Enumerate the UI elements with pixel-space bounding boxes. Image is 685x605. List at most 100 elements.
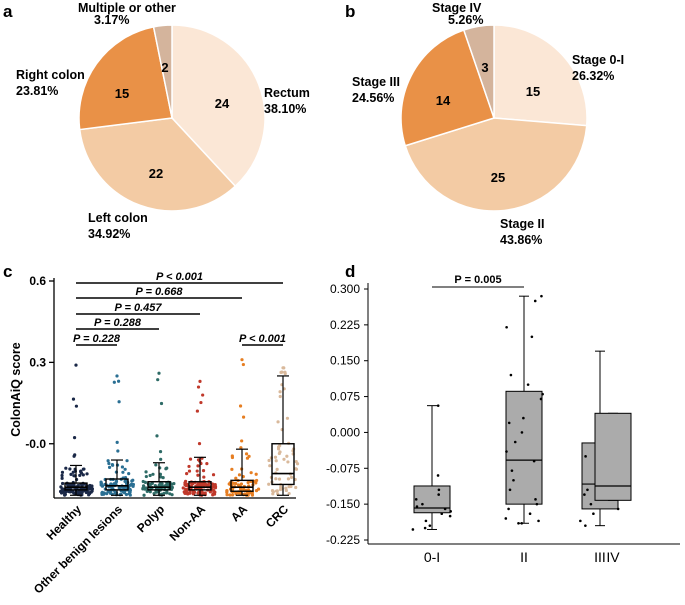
data-point-c xyxy=(208,490,212,494)
data-point-c xyxy=(111,463,115,467)
x-tick-label-d-0: 0-I xyxy=(424,549,440,565)
pie-slice-a-2 xyxy=(78,25,173,131)
max-point-c xyxy=(281,366,285,370)
data-point-c xyxy=(230,493,235,497)
data-point-c xyxy=(275,467,279,471)
outlier-point-c xyxy=(241,415,246,419)
slice-count-b-1: 25 xyxy=(491,170,505,185)
data-point-c xyxy=(267,458,271,463)
data-point-c xyxy=(185,482,189,486)
outlier-point-c xyxy=(238,404,243,408)
box-c-1 xyxy=(105,478,129,491)
data-point-c xyxy=(276,447,281,451)
data-point-c xyxy=(64,466,68,470)
y-tick-label-d: 0.075 xyxy=(330,390,360,404)
max-point-c xyxy=(198,379,202,383)
data-point-c xyxy=(188,491,192,495)
data-point-d xyxy=(526,383,530,386)
data-point-c xyxy=(63,493,67,497)
box-c-4 xyxy=(230,479,254,492)
outlier-point-c xyxy=(155,434,159,438)
data-point-d xyxy=(436,404,440,407)
data-point-d xyxy=(508,488,512,492)
data-point-c xyxy=(197,483,201,487)
data-point-c xyxy=(67,489,71,493)
data-point-c xyxy=(154,490,159,494)
box-d-1 xyxy=(505,390,543,505)
data-point-c xyxy=(202,491,206,496)
data-point-c xyxy=(294,467,298,471)
data-point-c xyxy=(127,472,131,476)
data-point-c xyxy=(107,465,112,469)
outlier-point-c xyxy=(112,380,116,384)
data-point-c xyxy=(274,459,278,463)
data-point-c xyxy=(268,464,272,468)
y-tick-label-d: 0.150 xyxy=(330,354,360,368)
panel-label-d: d xyxy=(345,262,355,281)
outlier-point-c xyxy=(71,397,76,401)
data-point-c xyxy=(172,481,176,486)
data-point-c xyxy=(124,492,129,497)
data-point-d xyxy=(443,507,447,511)
p-value-label-c: P = 0.668 xyxy=(136,286,184,298)
data-point-d xyxy=(411,528,415,531)
pie-slice-a-1 xyxy=(78,117,237,212)
data-point-d xyxy=(592,512,595,516)
outlier-point-c xyxy=(241,362,245,367)
box-d-3 xyxy=(594,412,632,501)
data-point-c xyxy=(228,493,232,497)
y-tick-label-d: -0.150 xyxy=(326,497,360,511)
outlier-point-c xyxy=(283,370,287,374)
data-point-d xyxy=(423,526,427,530)
slice-percent-a-1: 34.92% xyxy=(88,227,130,241)
data-point-c xyxy=(142,493,146,497)
slice-label-a-1: Left colon xyxy=(88,211,148,225)
y-tick-label-d: -0.225 xyxy=(326,533,360,547)
data-point-d xyxy=(414,498,418,501)
slice-label-a-3: Multiple or other xyxy=(78,1,176,15)
data-point-d xyxy=(510,469,514,472)
slice-percent-b-3: 5.26% xyxy=(448,13,483,27)
y-tick-label-d: -0.075 xyxy=(326,461,360,475)
y-tick-label-c: -0.0 xyxy=(25,437,46,451)
data-point-d xyxy=(532,459,536,463)
data-point-c xyxy=(271,492,275,496)
x-tick-label-d-2: III xyxy=(594,549,606,565)
data-point-c xyxy=(106,459,110,463)
data-point-c xyxy=(225,493,229,497)
data-point-d xyxy=(507,507,510,511)
y-tick-label-c: 0.3 xyxy=(29,355,46,369)
y-tick-label-d: 0.000 xyxy=(330,425,360,439)
data-point-c xyxy=(60,487,64,491)
outlier-point-c xyxy=(195,409,199,413)
max-point-c xyxy=(115,374,119,378)
panel-label-c: c xyxy=(3,262,12,281)
outlier-point-c xyxy=(199,400,203,405)
data-point-c xyxy=(254,481,258,485)
data-point-c xyxy=(123,467,127,471)
slice-percent-a-0: 38.10% xyxy=(264,102,306,116)
data-point-c xyxy=(99,480,103,484)
data-point-c xyxy=(294,459,298,464)
box-plot-d: 0.300 0.225 0.150 0.075 0.000 -0.075 -0.150 -0.… xyxy=(326,274,680,565)
data-point-d xyxy=(584,455,587,458)
data-point-d xyxy=(504,517,508,520)
data-point-c xyxy=(128,488,132,492)
data-point-c xyxy=(79,470,83,474)
data-point-c xyxy=(131,482,136,487)
data-point-d xyxy=(540,294,543,298)
data-point-c xyxy=(205,461,209,466)
data-point-d xyxy=(509,373,513,377)
data-point-d xyxy=(449,510,452,513)
data-point-c xyxy=(274,489,279,493)
p-value-label-c: P < 0.001 xyxy=(239,333,286,345)
data-point-d xyxy=(440,512,444,516)
data-point-d xyxy=(437,493,440,496)
slice-label-a-2: Right colon xyxy=(16,68,85,82)
data-point-c xyxy=(141,484,146,488)
pie-slice-b-2 xyxy=(400,29,495,147)
data-point-c xyxy=(123,479,127,483)
x-tick-label-c-5: CRC xyxy=(263,502,292,531)
data-point-c xyxy=(144,470,148,474)
